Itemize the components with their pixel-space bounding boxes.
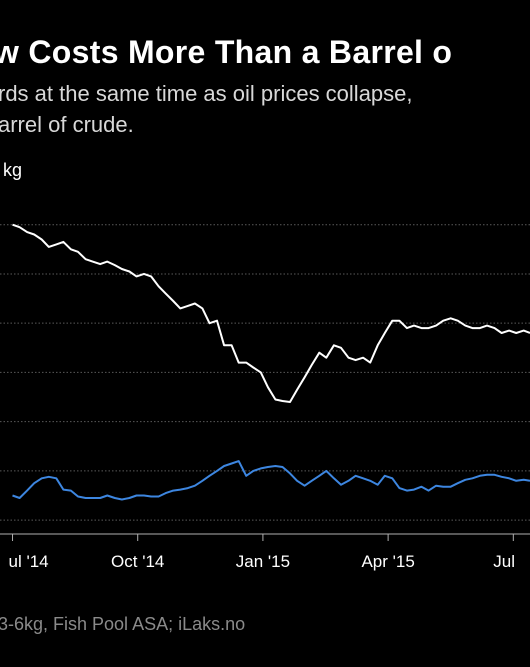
gridlines bbox=[0, 224, 530, 521]
series-line-0 bbox=[12, 223, 530, 403]
x-tick-label-3: Apr '15 bbox=[361, 552, 414, 571]
chart-subtitle: rds at the same time as oil prices colla… bbox=[0, 78, 530, 140]
x-tick-label-4: Jul bbox=[493, 552, 515, 571]
subtitle-line-2: arrel of crude. bbox=[0, 112, 134, 137]
unit-label: kg bbox=[3, 160, 23, 180]
series-line-1 bbox=[12, 460, 530, 501]
subtitle-line-1: rds at the same time as oil prices colla… bbox=[0, 81, 413, 106]
x-axis: ul '14 Oct '14 Jan '15 Apr '15 Jul bbox=[0, 533, 530, 571]
series-lines bbox=[12, 223, 530, 501]
x-tick-label-2: Jan '15 bbox=[236, 552, 290, 571]
x-tick-label-0: ul '14 bbox=[9, 552, 49, 571]
chart-title: w Costs More Than a Barrel o bbox=[0, 34, 453, 70]
source-note: 3-6kg, Fish Pool ASA; iLaks.no bbox=[0, 614, 246, 634]
x-tick-label-1: Oct '14 bbox=[111, 552, 164, 571]
